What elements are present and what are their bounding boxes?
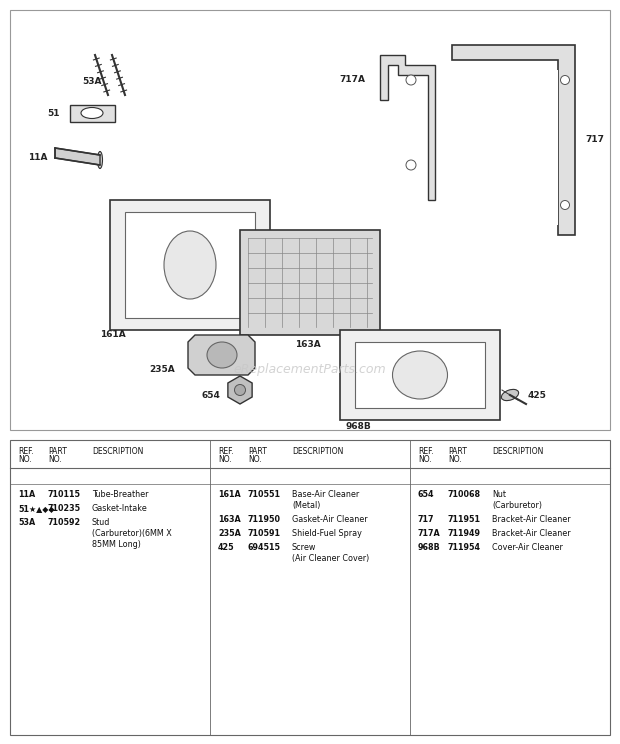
Text: Bracket-Air Cleaner: Bracket-Air Cleaner	[492, 529, 570, 538]
Text: Cover-Air Cleaner: Cover-Air Cleaner	[492, 543, 563, 552]
Text: 163A: 163A	[295, 340, 321, 349]
Polygon shape	[466, 70, 558, 225]
Ellipse shape	[164, 231, 216, 299]
Polygon shape	[188, 335, 255, 375]
Text: 717: 717	[418, 515, 435, 524]
Text: DESCRIPTION: DESCRIPTION	[492, 446, 543, 455]
Text: 163A: 163A	[218, 515, 241, 524]
Polygon shape	[240, 230, 380, 335]
Text: NO.: NO.	[418, 455, 432, 464]
Polygon shape	[340, 330, 500, 420]
Text: 235A: 235A	[149, 365, 175, 374]
Ellipse shape	[207, 342, 237, 368]
Text: 654: 654	[418, 490, 435, 499]
Text: 710592: 710592	[48, 518, 81, 527]
Text: (Carburetor): (Carburetor)	[492, 501, 542, 510]
Polygon shape	[452, 45, 575, 235]
Text: 694515: 694515	[248, 543, 281, 552]
Text: 717A: 717A	[339, 75, 365, 85]
Text: 710115: 710115	[48, 490, 81, 499]
Text: NO.: NO.	[18, 455, 32, 464]
Ellipse shape	[560, 75, 570, 85]
Text: 53A: 53A	[18, 518, 35, 527]
Text: 711954: 711954	[448, 543, 481, 552]
Ellipse shape	[502, 389, 518, 400]
Polygon shape	[55, 148, 100, 165]
Text: 717A: 717A	[418, 529, 441, 538]
Text: 717: 717	[585, 135, 604, 144]
Ellipse shape	[81, 107, 103, 118]
Text: REF.: REF.	[218, 447, 234, 456]
Text: 425: 425	[528, 391, 547, 400]
Polygon shape	[110, 200, 270, 330]
Text: PART: PART	[448, 447, 467, 456]
Polygon shape	[70, 105, 115, 122]
Text: PART: PART	[248, 447, 267, 456]
Text: 968B: 968B	[418, 543, 441, 552]
Ellipse shape	[97, 152, 102, 168]
Text: NO.: NO.	[248, 455, 262, 464]
Text: 425: 425	[218, 543, 234, 552]
Bar	[10, 10, 610, 430]
Text: DESCRIPTION: DESCRIPTION	[92, 446, 143, 455]
Text: Nut: Nut	[492, 490, 506, 499]
Text: REF.: REF.	[418, 447, 433, 456]
Text: Shield-Fuel Spray: Shield-Fuel Spray	[292, 529, 362, 538]
Text: (Carburetor)(6MM X: (Carburetor)(6MM X	[92, 529, 172, 538]
Text: 710591: 710591	[248, 529, 281, 538]
Text: Tube-Breather: Tube-Breather	[92, 490, 149, 499]
Text: 161A: 161A	[218, 490, 241, 499]
Text: NO.: NO.	[218, 455, 232, 464]
Text: 711951: 711951	[448, 515, 481, 524]
Ellipse shape	[406, 75, 416, 85]
Text: Gasket-Air Cleaner: Gasket-Air Cleaner	[292, 515, 368, 524]
Text: 85MM Long): 85MM Long)	[92, 540, 141, 549]
Text: NO.: NO.	[448, 455, 462, 464]
Text: 53A: 53A	[82, 77, 102, 86]
Text: eReplacementParts.com: eReplacementParts.com	[234, 364, 386, 376]
Text: DESCRIPTION: DESCRIPTION	[292, 446, 343, 455]
Text: Stud: Stud	[92, 518, 110, 527]
Text: NO.: NO.	[48, 455, 62, 464]
Ellipse shape	[406, 160, 416, 170]
Text: 51: 51	[48, 109, 60, 118]
Text: 710068: 710068	[448, 490, 481, 499]
Text: 711950: 711950	[248, 515, 281, 524]
Text: PART: PART	[48, 447, 67, 456]
Text: 11A: 11A	[29, 153, 48, 161]
Text: REF.: REF.	[18, 447, 33, 456]
Text: 235A: 235A	[218, 529, 241, 538]
Text: 161A: 161A	[100, 330, 126, 339]
Text: Gasket-Intake: Gasket-Intake	[92, 504, 148, 513]
Polygon shape	[380, 55, 435, 200]
Text: 711949: 711949	[448, 529, 481, 538]
Text: 11A: 11A	[18, 490, 35, 499]
Text: 710235: 710235	[48, 504, 81, 513]
Text: Base-Air Cleaner: Base-Air Cleaner	[292, 490, 359, 499]
Ellipse shape	[560, 200, 570, 210]
Bar	[10, 440, 610, 735]
Text: Bracket-Air Cleaner: Bracket-Air Cleaner	[492, 515, 570, 524]
Text: (Air Cleaner Cover): (Air Cleaner Cover)	[292, 554, 370, 563]
Text: 968B: 968B	[345, 422, 371, 431]
Text: 51★▲◆◆: 51★▲◆◆	[18, 504, 55, 513]
Text: (Metal): (Metal)	[292, 501, 321, 510]
Ellipse shape	[234, 385, 246, 396]
Polygon shape	[355, 342, 485, 408]
Polygon shape	[125, 212, 255, 318]
Text: 710551: 710551	[248, 490, 281, 499]
Ellipse shape	[392, 351, 448, 399]
Text: Screw: Screw	[292, 543, 316, 552]
Text: 654: 654	[201, 391, 220, 400]
